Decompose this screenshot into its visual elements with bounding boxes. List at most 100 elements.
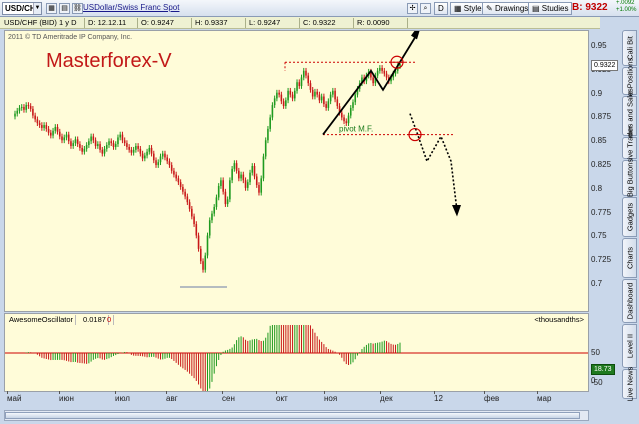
open-info: O: 0.9247 (139, 18, 192, 28)
instrument-info[interactable]: USD/CHF (BID) 1 y D (2, 18, 85, 28)
candle-body (193, 216, 195, 225)
timeframe-button[interactable]: D (434, 2, 448, 15)
down-arrow-head (452, 205, 461, 217)
bid-price: B: 9322 (572, 2, 608, 13)
time-axis-label: 12 (434, 394, 443, 403)
style-button[interactable]: ▦ Style (450, 2, 486, 15)
link-icon[interactable]: ⛓ (72, 3, 83, 14)
candle-body (381, 67, 383, 71)
candle-body (197, 235, 200, 249)
side-tab-label: Big Buttons (625, 158, 634, 198)
oscillator-axis-label: -50 (591, 378, 603, 387)
candle-body (18, 107, 21, 111)
candle-body (179, 182, 182, 187)
side-tab-dashboard[interactable]: Dashboard (622, 279, 637, 323)
candle-body (233, 163, 236, 169)
candle-body (224, 191, 227, 205)
side-tab-cali-bit[interactable]: Cali Bit (622, 30, 637, 66)
grid-icon[interactable]: ▦ (46, 3, 57, 14)
candle-body (54, 126, 57, 131)
candle-body (260, 178, 263, 193)
studies-button[interactable]: ▤ Studies (528, 2, 573, 15)
candle-body (94, 140, 97, 147)
side-tab-label: Cali Bit (625, 36, 634, 60)
candle-body (323, 96, 325, 105)
side-tab-label: Dashboard (625, 282, 634, 320)
candle-body (370, 71, 372, 78)
price-axis-label: 0.85 (591, 136, 607, 146)
candle-body (253, 166, 256, 177)
candle-body (141, 153, 144, 159)
symbol-description[interactable]: USDollar/Swiss Franc Spot (83, 3, 180, 12)
side-tab-times-and-sales[interactable]: Times and Sales (622, 88, 637, 144)
candle-body (67, 134, 70, 142)
time-axis-tick (484, 391, 485, 394)
time-axis-tick (222, 391, 223, 394)
candle-body (123, 140, 126, 144)
price-axis-label: 0.75 (591, 231, 607, 241)
candle-body (43, 125, 45, 128)
candle-body (34, 115, 36, 120)
candle-body (273, 98, 276, 106)
time-axis-tick (59, 391, 60, 394)
candle-body (345, 121, 348, 124)
time-axis-tick (434, 391, 435, 394)
side-tab-live-positions[interactable]: Live Positions (622, 58, 637, 104)
oscillator-name[interactable]: AwesomeOscillator (7, 315, 77, 325)
chart-scrollbar[interactable] (4, 410, 589, 421)
chart-toolbar: USD/CHF ▼ ▦ ▤ ⛓ USDollar/Swiss Franc Spo… (0, 0, 639, 17)
candle-body (217, 185, 220, 198)
symbol-dropdown-icon[interactable]: ▼ (33, 3, 41, 14)
time-axis-label: авг (166, 394, 178, 403)
bid-label: B: (572, 2, 583, 13)
candle-body (110, 141, 113, 144)
high-info: H: 0.9337 (193, 18, 246, 28)
side-tab-live-news[interactable]: Live News (622, 367, 637, 401)
candle-body (36, 119, 39, 124)
price-axis-label: 0.95 (591, 41, 607, 50)
side-tab-active-trader[interactable]: Active Trader (622, 126, 637, 170)
chart-icon[interactable]: ▤ (59, 3, 70, 14)
price-chart-panel[interactable]: 0.9773pivot M.F. 2011 © TD Ameritrade IP… (4, 30, 589, 312)
scrollbar-thumb[interactable] (5, 412, 580, 419)
side-tab-charts[interactable]: Charts (622, 238, 637, 278)
candle-body (222, 180, 224, 192)
time-axis-label: ноя (324, 394, 338, 403)
oscillator-axis-label: 50 (591, 348, 600, 357)
side-tab-big-buttons[interactable]: Big Buttons (622, 158, 637, 198)
candle-body (195, 224, 198, 236)
candle-body (63, 137, 66, 141)
drawings-button[interactable]: ✎ Drawings (482, 2, 533, 15)
bid-value: 9322 (585, 2, 608, 13)
candle-body (159, 156, 162, 163)
candle-body (204, 255, 207, 270)
zoom-icon[interactable]: ⌕ (420, 3, 431, 14)
crosshair-icon[interactable]: ✢ (407, 3, 418, 14)
candle-body (251, 166, 254, 173)
candle-body (121, 134, 124, 141)
side-tab-gadgets[interactable]: Gadgets (622, 197, 637, 237)
candle-body (278, 92, 280, 95)
style-label: Style (463, 4, 482, 13)
candle-body (372, 77, 374, 84)
candle-body (267, 128, 269, 141)
candle-body (101, 149, 104, 154)
candle-body (208, 220, 211, 236)
candle-body (291, 94, 294, 99)
candle-body (146, 151, 148, 156)
candle-body (50, 132, 52, 136)
oscillator-value: 0.0187 (81, 315, 109, 325)
candle-body (166, 157, 169, 162)
candle-body (130, 149, 133, 153)
candle-body (103, 148, 106, 154)
candle-body (341, 112, 343, 118)
candle-body (258, 185, 260, 193)
symbol-input[interactable]: USD/CHF ▼ (2, 2, 42, 15)
side-tab-label: Level II (625, 333, 634, 359)
oscillator-panel[interactable] (4, 325, 589, 392)
side-tab-level-ii[interactable]: Level II (622, 324, 637, 368)
price-chart-svg: 0.9773pivot M.F. (14, 31, 461, 288)
oscillator-current-tag: 18.73 (591, 364, 615, 375)
price-axis-label: 0.875 (591, 112, 612, 122)
candle-body (336, 99, 339, 107)
